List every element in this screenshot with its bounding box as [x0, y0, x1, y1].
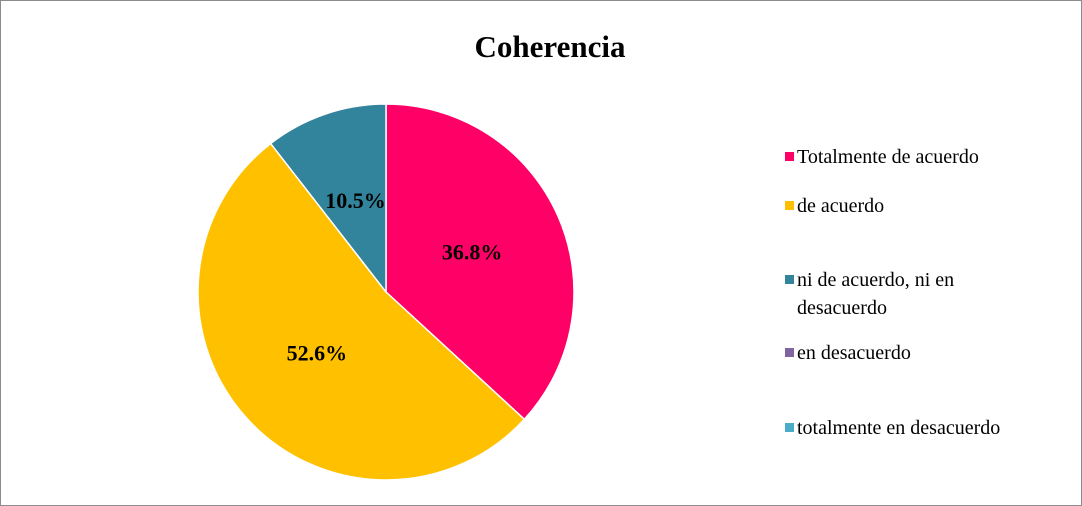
pie-slice [269, 103, 387, 295]
legend-swatch [785, 152, 794, 161]
legend-label: de acuerdo [797, 195, 885, 217]
data-label: 52.6% [287, 341, 348, 366]
legend-label: en desacuerdo [797, 342, 911, 364]
pie-slice [385, 103, 575, 421]
chart-title: Coherencia [475, 29, 626, 64]
legend-item: totalmente en desacuerdo [785, 414, 1075, 442]
pie-slice [197, 142, 526, 481]
legend-label: Totalmente de acuerdo [797, 146, 979, 168]
legend-item: Totalmente de acuerdo [785, 143, 1075, 171]
legend-swatch [785, 348, 794, 357]
legend-label: ni de acuerdo, ni en desacuerdo [797, 269, 955, 319]
data-label: 10.5% [325, 188, 386, 213]
data-label: 36.8% [442, 239, 503, 264]
legend-item: en desacuerdo [785, 339, 1075, 367]
legend-item: de acuerdo [785, 192, 1075, 220]
legend-swatch [785, 423, 794, 432]
legend-swatch [785, 275, 794, 284]
legend-item: ni de acuerdo, ni en desacuerdo [785, 266, 1075, 322]
legend-label: totalmente en desacuerdo [797, 417, 1001, 439]
legend-swatch [785, 201, 794, 210]
